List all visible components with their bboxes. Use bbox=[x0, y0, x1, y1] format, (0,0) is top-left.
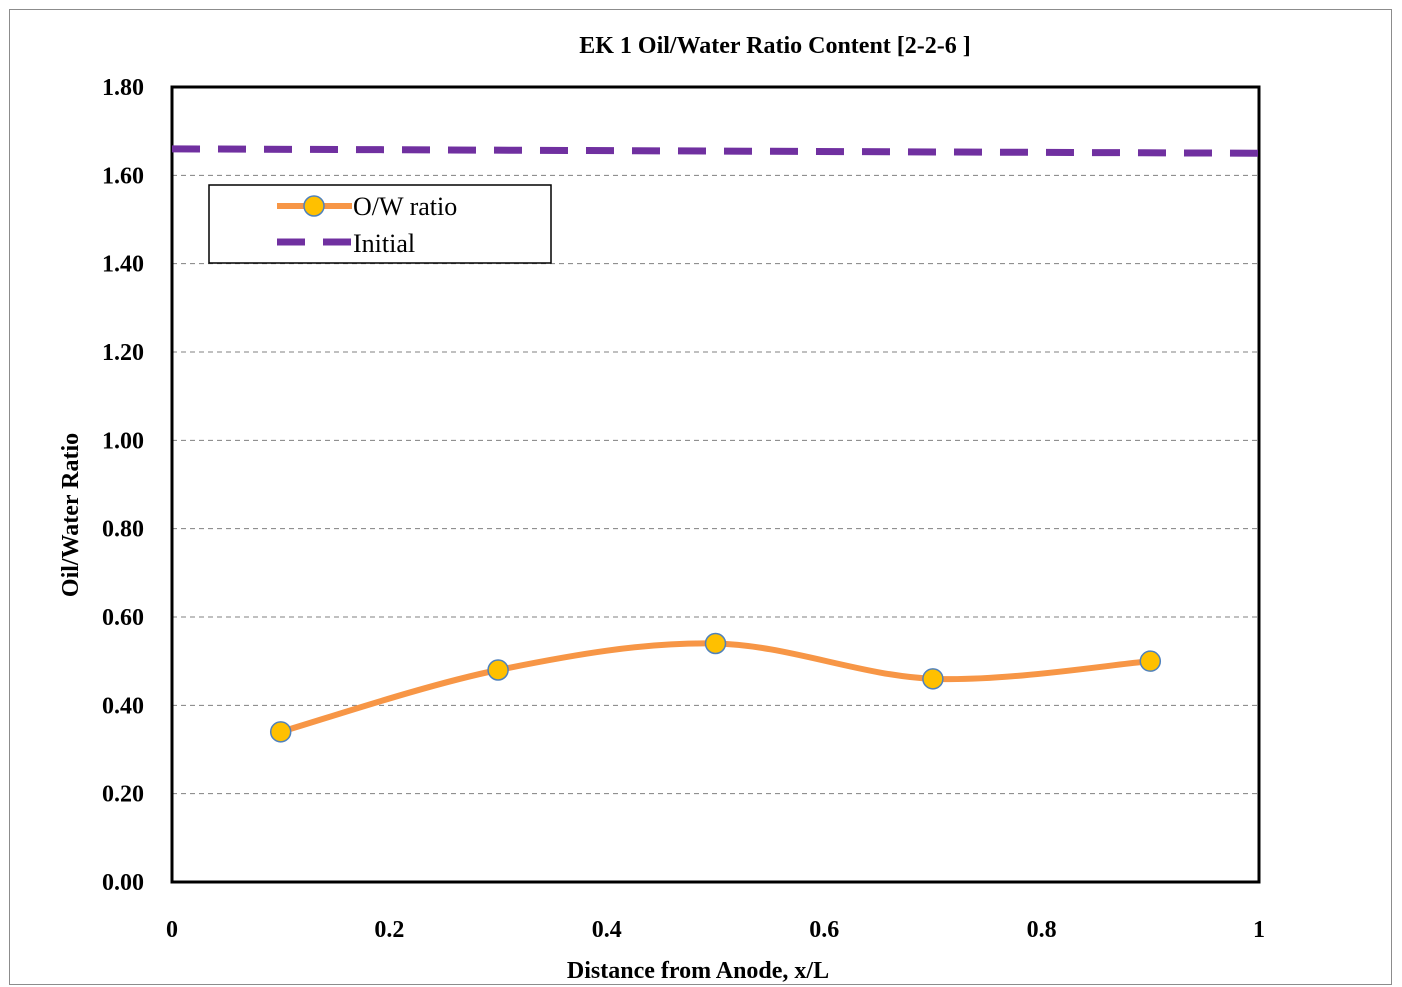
y-tick-label: 0.60 bbox=[102, 605, 144, 631]
y-tick-label: 1.00 bbox=[102, 428, 144, 454]
chart-title: EK 1 Oil/Water Ratio Content [2-2-6 ] bbox=[579, 33, 971, 59]
plot-area-border bbox=[170, 85, 1261, 884]
y-tick-label: 0.00 bbox=[102, 870, 144, 896]
x-tick-label: 1 bbox=[1253, 917, 1265, 943]
legend-label-initial: Initial bbox=[353, 229, 415, 258]
x-tick-label: 0 bbox=[166, 917, 178, 943]
y-tick-labels: 0.00 0.20 0.40 0.60 0.80 1.00 1.20 1.40 1.60 1.80 bbox=[102, 75, 144, 896]
x-tick-label: 0.6 bbox=[809, 917, 839, 943]
legend-marker-ow-ratio bbox=[303, 195, 325, 217]
y-tick-label: 0.20 bbox=[102, 782, 144, 808]
y-tick-label: 0.40 bbox=[102, 693, 144, 719]
data-point bbox=[487, 659, 509, 681]
x-axis-label: Distance from Anode, x/L bbox=[567, 958, 829, 984]
legend-label-ow-ratio: O/W ratio bbox=[353, 192, 457, 221]
data-point bbox=[922, 668, 944, 690]
x-tick-label: 0.4 bbox=[592, 917, 622, 943]
y-tick-label: 0.80 bbox=[102, 517, 144, 543]
data-point bbox=[1139, 650, 1162, 672]
x-tick-labels: 0 0.2 0.4 0.6 0.8 1 bbox=[166, 917, 1265, 943]
data-point bbox=[704, 632, 727, 655]
data-point bbox=[269, 721, 292, 743]
series-initial-line bbox=[171, 145, 1260, 157]
series-ow-ratio-line bbox=[277, 640, 1154, 735]
y-tick-label: 1.20 bbox=[102, 340, 144, 366]
y-tick-label: 1.80 bbox=[102, 75, 144, 101]
legend-box bbox=[208, 184, 552, 264]
y-axis-label: Oil/Water Ratio bbox=[58, 433, 84, 597]
grid-lines bbox=[172, 174, 1259, 795]
x-tick-label: 0.8 bbox=[1027, 917, 1057, 943]
x-tick-label: 0.2 bbox=[374, 917, 404, 943]
y-tick-label: 1.40 bbox=[102, 252, 144, 278]
y-tick-label: 1.60 bbox=[102, 163, 144, 189]
series-layer bbox=[171, 145, 1260, 743]
chart-frame bbox=[9, 9, 1392, 985]
legend: O/W ratio Initial bbox=[208, 184, 552, 264]
